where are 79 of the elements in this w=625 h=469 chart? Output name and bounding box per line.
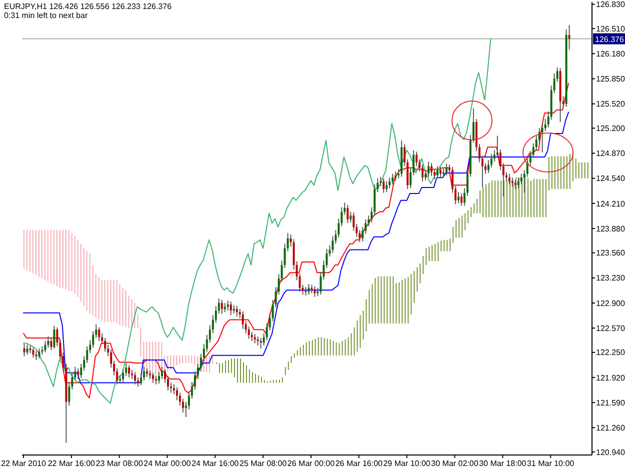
candlestick bbox=[226, 300, 229, 312]
x-tick-label: 22 Mar 2010 bbox=[1, 459, 47, 468]
candlestick bbox=[23, 344, 26, 357]
candlestick bbox=[517, 177, 520, 189]
x-tick-label: 30 Mar 02:00 bbox=[431, 459, 479, 468]
x-tick-label: 30 Mar 18:00 bbox=[479, 459, 527, 468]
y-tick-label: 121.260 bbox=[596, 423, 625, 432]
candlestick bbox=[436, 166, 439, 179]
y-tick-label: 123.560 bbox=[596, 248, 625, 258]
candlestick bbox=[256, 336, 259, 346]
y-tick-label: 124.210 bbox=[596, 199, 625, 208]
y-tick-label: 122.570 bbox=[596, 324, 625, 333]
y-tick-label: 125.200 bbox=[596, 124, 625, 134]
candlestick bbox=[53, 325, 56, 350]
y-tick-label: 123.230 bbox=[596, 274, 625, 283]
candlestick bbox=[457, 192, 460, 204]
candlestick bbox=[496, 135, 498, 158]
y-tick-label: 122.250 bbox=[596, 348, 625, 358]
ref-line-label: 126.376 bbox=[595, 34, 624, 44]
candlestick bbox=[460, 193, 462, 206]
x-tick-label: 29 Mar 10:00 bbox=[383, 459, 431, 468]
candlestick bbox=[236, 306, 238, 318]
x-tick-label: 24 Mar 00:00 bbox=[144, 459, 192, 468]
text: 0:31 min left to next bar bbox=[4, 11, 89, 20]
candlestick bbox=[511, 177, 514, 188]
candlestick bbox=[428, 161, 430, 178]
candlestick bbox=[392, 173, 394, 185]
candlestick bbox=[254, 334, 256, 344]
candlestick bbox=[104, 337, 106, 352]
candlestick bbox=[47, 336, 50, 348]
y-tick-label: 124.540 bbox=[596, 174, 625, 184]
y-tick-label: 125.520 bbox=[596, 100, 625, 109]
y-tick-label: 125.850 bbox=[596, 74, 625, 84]
candlestick bbox=[44, 340, 46, 353]
x-tick-label: 22 Mar 16:00 bbox=[48, 459, 96, 468]
candlestick bbox=[242, 310, 244, 330]
candlestick bbox=[382, 178, 385, 194]
candlestick bbox=[98, 326, 100, 342]
candlestick bbox=[304, 286, 307, 296]
candlestick bbox=[128, 364, 130, 378]
candlestick bbox=[430, 162, 433, 177]
y-tick-label: 126.180 bbox=[596, 50, 625, 59]
candlestick bbox=[388, 177, 391, 189]
y-tick-label: 121.590 bbox=[596, 398, 625, 408]
candlestick bbox=[50, 337, 52, 351]
y-tick-label: 124.870 bbox=[596, 149, 625, 158]
candlestick bbox=[35, 350, 38, 360]
candlestick bbox=[446, 163, 448, 176]
y-tick-label: 122.900 bbox=[596, 298, 625, 308]
y-tick-label: 126.510 bbox=[596, 24, 625, 34]
line-series bbox=[22, 38, 492, 404]
x-tick-label: 26 Mar 00:00 bbox=[287, 459, 336, 468]
candlestick bbox=[230, 300, 232, 316]
candlestick bbox=[134, 372, 136, 385]
candlestick bbox=[220, 299, 223, 314]
candlestick bbox=[77, 368, 80, 380]
candlestick bbox=[32, 347, 34, 358]
y-tick-label: 120.940 bbox=[596, 448, 625, 457]
candlestick bbox=[568, 24, 570, 50]
x-tick-label: 23 Mar 08:00 bbox=[96, 459, 144, 468]
x-tick-label: 26 Mar 16:00 bbox=[335, 459, 384, 468]
candlestick bbox=[350, 211, 352, 223]
y-tick-label: 126.830 bbox=[596, 0, 625, 10]
candlestick bbox=[26, 344, 28, 356]
y-tick-label: 121.920 bbox=[596, 373, 625, 382]
chart-title: EURJPY,H1 126.426 126.556 126.233 126.376 bbox=[4, 2, 172, 11]
candlestick bbox=[508, 173, 510, 185]
candlestick bbox=[260, 337, 262, 350]
x-tick-label: 31 Mar 10:00 bbox=[526, 459, 575, 468]
candlestick bbox=[308, 283, 310, 296]
candlestick bbox=[440, 166, 442, 178]
candlestick bbox=[346, 204, 349, 224]
candlestick bbox=[314, 286, 316, 298]
x-tick-label: 24 Mar 16:00 bbox=[192, 459, 240, 468]
y-tick-label: 123.880 bbox=[596, 224, 625, 234]
candlestick bbox=[152, 372, 154, 384]
candlestick bbox=[386, 180, 388, 193]
x-tick-label: 25 Mar 08:00 bbox=[240, 459, 288, 468]
candlestick bbox=[38, 348, 40, 359]
